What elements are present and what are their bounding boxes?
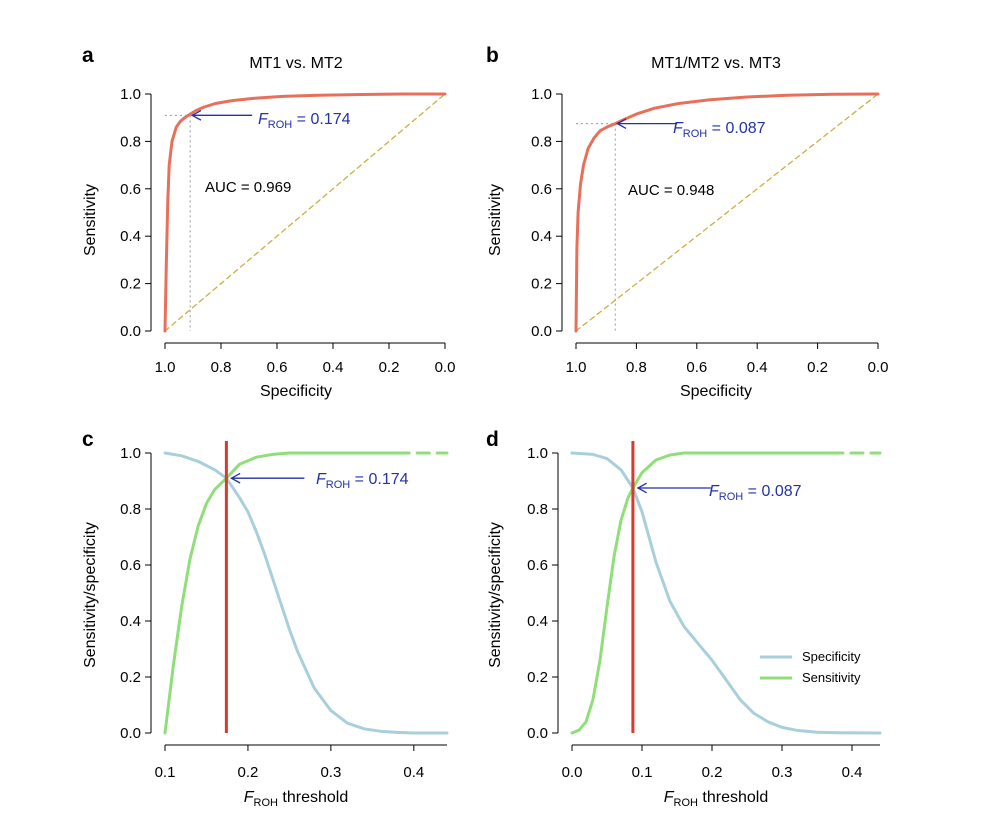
- panel-b-cutoff-label: FROH = 0.087: [673, 120, 766, 140]
- x-tick-label: 0.2: [379, 359, 400, 376]
- x-tick-label: 0.0: [435, 359, 456, 376]
- y-tick-label: 0.8: [120, 133, 141, 150]
- x-tick-label: 0.8: [211, 359, 232, 376]
- y-tick-label: 0.8: [531, 133, 552, 150]
- y-tick-label: 0.8: [527, 501, 548, 518]
- x-tick-label: 0.3: [772, 764, 793, 781]
- x-tick-label: 0.1: [155, 764, 176, 781]
- y-tick-label: 1.0: [527, 445, 548, 462]
- x-tick-label: 0.4: [403, 764, 424, 781]
- y-tick-label: 0.8: [120, 501, 141, 518]
- y-tick-label: 0.6: [527, 557, 548, 574]
- y-tick-label: 1.0: [531, 86, 552, 103]
- y-tick-label: 0.2: [120, 276, 141, 293]
- roc-curve: [574, 92, 880, 333]
- cutoff-arrow-head: [190, 109, 202, 121]
- y-tick-label: 0.6: [120, 181, 141, 198]
- y-tick-label: 0.4: [531, 228, 552, 245]
- x-tick-label: 0.2: [238, 764, 259, 781]
- roc-curve: [163, 92, 447, 333]
- x-tick-label: 0.8: [626, 359, 647, 376]
- y-tick-label: 0.0: [531, 323, 552, 340]
- x-tick-label: 0.6: [267, 359, 288, 376]
- x-tick-label: 0.2: [702, 764, 723, 781]
- panel-d-xlabel: FROH threshold: [664, 789, 769, 809]
- x-tick-label: 0.4: [747, 359, 768, 376]
- x-tick-label: 0.3: [320, 764, 341, 781]
- panel-letter-c: c: [82, 428, 94, 451]
- x-tick-label: 0.0: [868, 359, 889, 376]
- panel-b-ylabel: Sensitivity: [487, 184, 504, 256]
- y-tick-label: 0.2: [527, 669, 548, 686]
- panel-c: 0.0 0.2 0.4 0.6 0.8 1.0 0.1 0.2 0.3 0.4: [120, 441, 449, 781]
- panel-letter-b: b: [486, 44, 499, 67]
- sensitivity-curve: [570, 451, 833, 735]
- panel-c-ylabel: Sensitivity/specificity: [82, 522, 99, 668]
- chance-line: [575, 93, 879, 332]
- threshold-arrow-head: [230, 472, 241, 484]
- panel-d-legend: Specificity Sensitivity: [760, 649, 861, 685]
- legend-label-specificity: Specificity: [802, 649, 861, 664]
- y-tick-label: 0.0: [120, 725, 141, 742]
- y-tick-label: 0.6: [120, 557, 141, 574]
- panel-b: 0.0 0.2 0.4 0.6 0.8 1.0 1.0 0.8 0.6 0.4 0.2 0.0: [531, 86, 888, 376]
- panel-b-auc-label: AUC = 0.948: [628, 182, 714, 199]
- x-tick-label: 0.2: [807, 359, 828, 376]
- x-tick-label: 0.0: [562, 764, 583, 781]
- panel-a-auc-label: AUC = 0.969: [205, 179, 291, 196]
- specificity-curve: [570, 451, 882, 735]
- y-tick-label: 0.2: [531, 276, 552, 293]
- threshold-arrow-head: [636, 482, 647, 494]
- specificity-curve: [163, 451, 449, 735]
- y-tick-label: 0.0: [527, 725, 548, 742]
- panel-a-ylabel: Sensitivity: [82, 184, 99, 256]
- panel-letter-a: a: [82, 44, 94, 67]
- panel-a-xlabel: Specificity: [260, 383, 332, 400]
- legend-label-sensitivity: Sensitivity: [802, 670, 861, 685]
- y-tick-label: 0.6: [531, 181, 552, 198]
- y-tick-label: 1.0: [120, 86, 141, 103]
- chart-marks: 0.00.20.40.60.81.01.0 0.8 0.6 0.4 0.2 0.00.00…: [120, 86, 888, 781]
- x-tick-label: 1.0: [566, 359, 587, 376]
- panel-a-title: MT1 vs. MT2: [249, 55, 342, 72]
- y-tick-label: 0.4: [120, 228, 141, 245]
- panel-letter-d: d: [486, 428, 499, 451]
- y-tick-label: 0.0: [120, 323, 141, 340]
- chance-line: [164, 93, 446, 332]
- y-tick-label: 0.4: [120, 613, 141, 630]
- panel-b-title: MT1/MT2 vs. MT3: [651, 55, 781, 72]
- panel-d-ylabel: Sensitivity/specificity: [487, 522, 504, 668]
- x-tick-label: 0.6: [686, 359, 707, 376]
- panel-a-cutoff-label: FROH = 0.174: [258, 111, 351, 131]
- x-tick-label: 0.4: [842, 764, 863, 781]
- panel-b-xlabel: Specificity: [680, 383, 752, 400]
- sensitivity-curve: [163, 451, 399, 735]
- x-tick-label: 0.1: [632, 764, 653, 781]
- y-tick-label: 0.2: [120, 669, 141, 686]
- panel-a: 0.0 0.2 0.4 0.6 0.8 1.0 1.0 0.8 0.6 0.4 0.2 0.0: [120, 86, 455, 376]
- x-tick-label: 0.4: [323, 359, 344, 376]
- panel-c-xlabel: FROH threshold: [244, 789, 349, 809]
- cutoff-arrow-head: [615, 118, 627, 129]
- panel-c-threshold-label: FROH = 0.174: [316, 471, 409, 491]
- panel-d-threshold-label: FROH = 0.087: [709, 483, 802, 503]
- y-tick-label: 1.0: [120, 445, 141, 462]
- panel-d: 0.0 0.2 0.4 0.6 0.8 1.0 0.0 0.1 0.2 0.3 0.4: [527, 441, 882, 781]
- x-tick-label: 1.0: [155, 359, 176, 376]
- y-tick-label: 0.4: [527, 613, 548, 630]
